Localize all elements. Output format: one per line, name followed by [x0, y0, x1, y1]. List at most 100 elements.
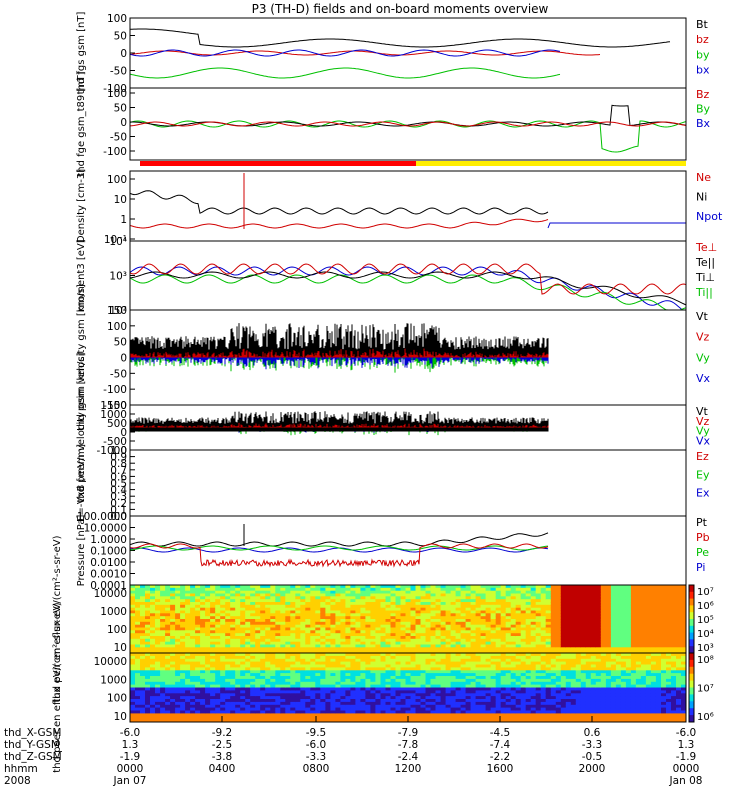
- y-tick-label: 0.7: [110, 465, 127, 477]
- y-tick-label: 0.1: [110, 504, 127, 516]
- legend-By: By: [696, 102, 711, 115]
- series-Npot: [547, 222, 686, 229]
- series-Vt: [130, 323, 549, 358]
- y-tick-label: 1000: [100, 606, 127, 618]
- x-tick-label: -6.0: [306, 739, 327, 751]
- y-tick-label: 50: [114, 31, 127, 43]
- plot-area-3: [130, 173, 686, 229]
- y-tick-label: 100.0000: [77, 511, 127, 523]
- plot-area-4: [130, 263, 686, 310]
- x-tick-label: Jan 08: [669, 775, 703, 787]
- legend-Vt: Vt: [696, 310, 709, 323]
- series-Ni: [130, 190, 549, 215]
- x-tick-label: -6.0: [120, 727, 141, 739]
- y-tick-label: 10: [114, 711, 127, 723]
- legend-Vz: Vz: [696, 331, 710, 344]
- colorbar-label: 10⁵: [697, 615, 714, 626]
- x-tick-label: -7.9: [398, 727, 419, 739]
- x-tick-label: 1600: [487, 763, 514, 775]
- y-tick-label: 0.2: [110, 498, 127, 510]
- plot-area-9: [130, 585, 686, 653]
- y-tick-label: 0.0100: [90, 557, 127, 569]
- series-Vt: [130, 411, 549, 432]
- y-tick-label: 100: [107, 693, 127, 705]
- x-row-name: 2008: [4, 775, 31, 787]
- mode-bar-slow: [416, 161, 686, 166]
- x-tick-label: 0.6: [584, 727, 601, 739]
- mode-bar: [140, 161, 686, 166]
- y-tick-label: 0: [120, 427, 127, 439]
- colorbar: 10⁸ 10⁷ 10⁶: [688, 652, 714, 723]
- series-Te-par: [130, 266, 686, 310]
- y-tick-label: 0: [120, 353, 127, 365]
- panel-frame: [129, 449, 687, 517]
- y-tick-label: -100: [103, 146, 127, 158]
- colorbar-label: 10⁷: [697, 684, 714, 695]
- legend-Bt: Bt: [696, 18, 709, 31]
- x-tick-label: -0.5: [582, 751, 603, 763]
- series-Ne: [130, 218, 549, 229]
- y-tick-label: 50: [114, 337, 127, 349]
- y-tick-label: 10³: [109, 271, 127, 283]
- series-Ti-par: [130, 274, 686, 310]
- y-tick-label: -50: [110, 66, 127, 78]
- colorbar-label: 10⁷: [697, 587, 714, 598]
- y-axis-label: thd fgs gsm [nT]: [76, 12, 87, 95]
- y-axis-label: thd peem velocity gsm [km/s]: [76, 352, 87, 502]
- series-by: [130, 67, 561, 79]
- x-tick-label: -2.5: [212, 739, 233, 751]
- y-tick-label: 1: [120, 214, 127, 226]
- legend-bx: bx: [696, 64, 710, 77]
- colorbar-label: 10⁸: [697, 655, 714, 666]
- plot-area-6: [130, 411, 549, 436]
- y-tick-label: -150: [103, 400, 127, 412]
- y-tick-label: 0.0001: [90, 580, 127, 592]
- legend-Pb: Pb: [696, 531, 710, 544]
- y-tick-label: 0.6: [110, 471, 127, 483]
- series-Ti-perp: [130, 271, 686, 306]
- x-tick-label: 1.3: [678, 739, 695, 751]
- colorbar-label: 10⁶: [697, 601, 714, 612]
- x-tick-label: 1200: [395, 763, 422, 775]
- y-tick-label: 10.0000: [84, 523, 127, 535]
- y-tick-label: 10⁴: [109, 236, 127, 248]
- y-tick-label: -500: [103, 436, 127, 448]
- y-tick-label: 0.4: [110, 485, 127, 497]
- legend-Ni: Ni: [696, 190, 707, 203]
- legend-Pt: Pt: [696, 516, 708, 529]
- x-tick-label: 0400: [209, 763, 236, 775]
- x-tick-label: -1.9: [120, 751, 141, 763]
- x-tick-label: Jan 07: [113, 775, 147, 787]
- legend-Bx: Bx: [696, 117, 711, 130]
- plot-area-5: [130, 323, 549, 373]
- x-tick-label: -6.0: [676, 727, 697, 739]
- y-tick-label: 0.8: [110, 458, 127, 470]
- series-Te-perp: [130, 263, 686, 295]
- legend-Vy: Vy: [696, 425, 710, 438]
- colorbar: 10⁷ 10⁶ 10⁵ 10⁴ 10³: [688, 584, 714, 654]
- legend-Bz: Bz: [696, 88, 710, 101]
- x-tick-label: 0000: [673, 763, 700, 775]
- x-row-name: thd_Y-GSM: [4, 739, 60, 751]
- y-tick-label: 10²: [109, 305, 127, 317]
- x-tick-label: -9.5: [306, 727, 327, 739]
- legend-Ey: Ey: [696, 468, 710, 481]
- legend-Te⊥: Te⊥: [695, 241, 717, 254]
- colorbar-label: 10³: [697, 643, 714, 654]
- y-tick-label: 10000: [94, 656, 127, 668]
- panel-4: 10⁴ 10³ 10² moment3 [eV] Te⊥ Te|| Ti⊥ Ti||: [76, 236, 717, 317]
- y-tick-label: 1.0000: [90, 534, 127, 546]
- x-row-name: thd_X-GSM: [4, 727, 61, 739]
- x-tick-label: -7.8: [398, 739, 419, 751]
- y-tick-label: 100: [107, 13, 127, 25]
- y-tick-label: 0.3: [110, 491, 127, 503]
- y-tick-label: 0.0010: [90, 569, 127, 581]
- plot-area-10: [130, 653, 686, 722]
- series-bz: [130, 50, 601, 56]
- y-tick-label: 10: [114, 194, 127, 206]
- x-tick-label: 0000: [117, 763, 144, 775]
- panel-3: 100 10 1 10⁻¹ Density [cm-3] Ne Ni Npot: [76, 169, 723, 246]
- x-tick-label: 1.3: [122, 739, 139, 751]
